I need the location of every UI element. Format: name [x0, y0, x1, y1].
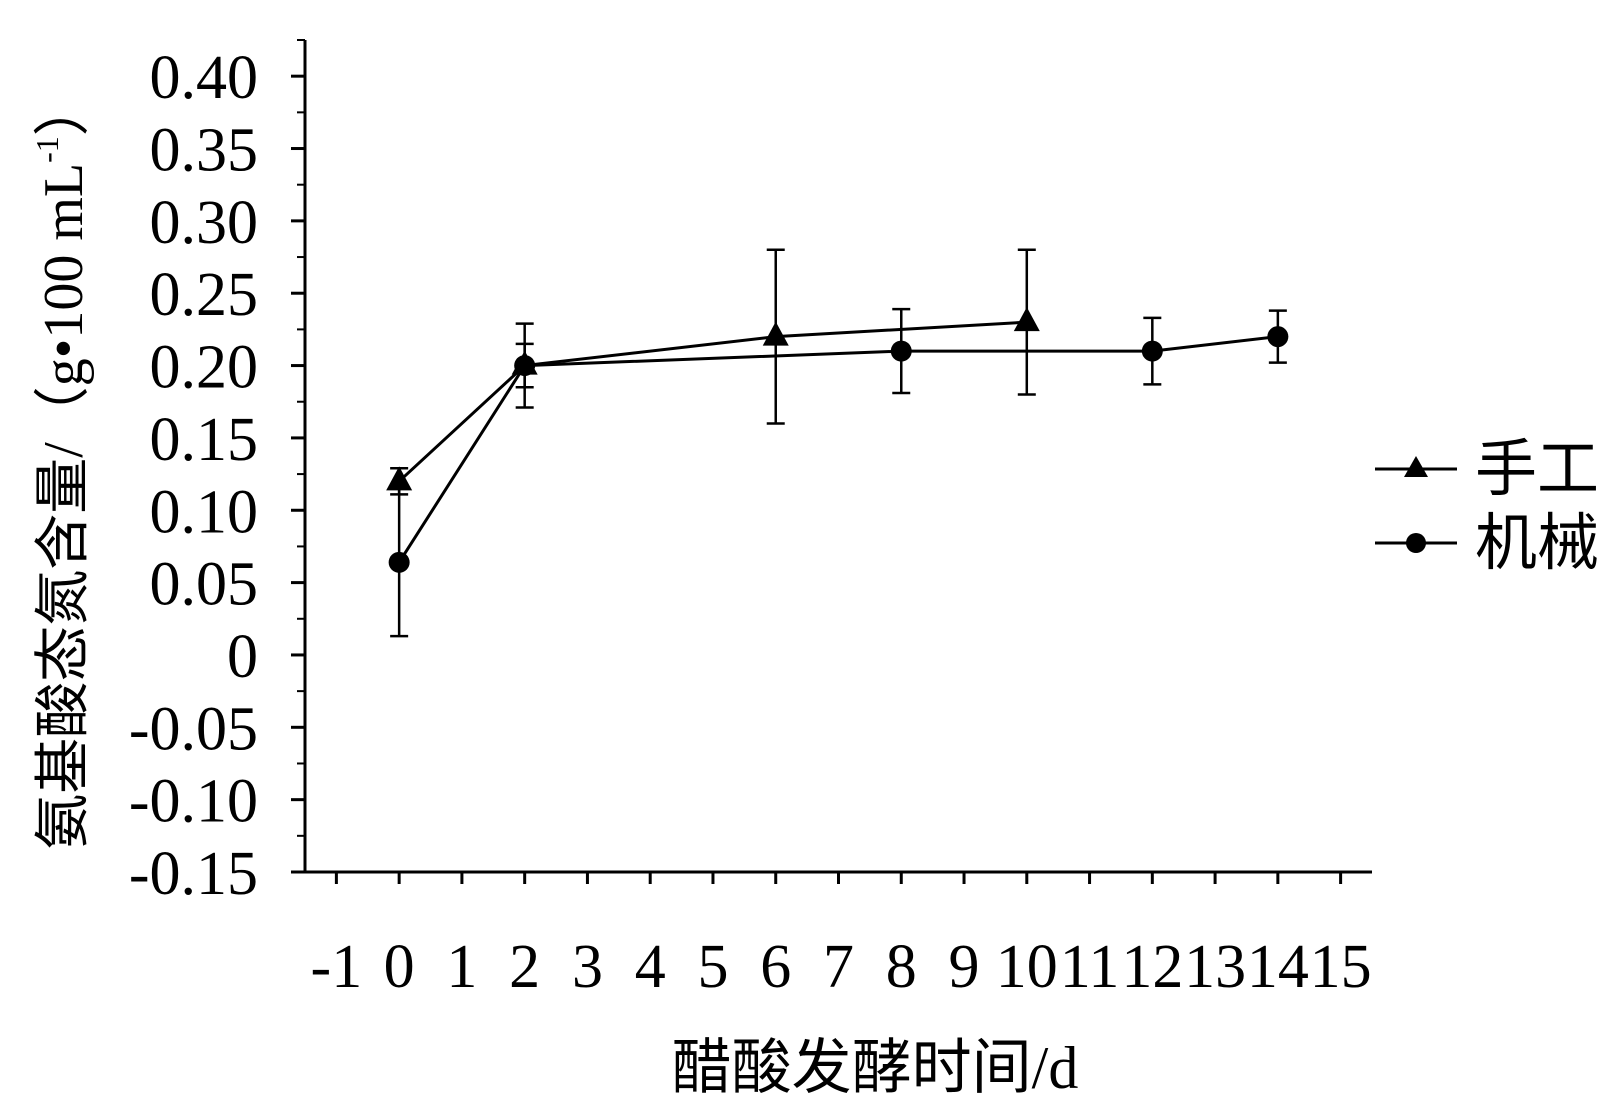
y-tick-label: 0 — [227, 623, 258, 691]
legend-circle-marker — [1406, 533, 1426, 553]
x-tick-label: 8 — [886, 933, 917, 1001]
data-point-triangle — [1013, 307, 1040, 332]
legend-item-1: 机械 — [1375, 510, 1599, 578]
data-point-circle — [388, 551, 410, 573]
legend-label-0: 手工 — [1475, 436, 1599, 504]
x-tick-label: 1 — [446, 933, 477, 1001]
y-tick-label: -0.15 — [129, 840, 258, 908]
legend-label-1: 机械 — [1475, 510, 1599, 578]
x-axis-ticks: -1 0 1 2 3 4 5 6 7 8 9 10 11 12 13 14 15 — [311, 872, 1372, 1001]
data-point-circle — [1267, 326, 1289, 348]
data-point-triangle — [762, 321, 789, 346]
series-1 — [388, 307, 1289, 638]
y-axis-label-main: 氨基酸态氮含量/（g•100 mL — [33, 163, 95, 850]
y-tick-label: 0.30 — [150, 189, 259, 257]
series-0 — [386, 248, 1040, 496]
x-tick-label: 13 — [1184, 933, 1246, 1001]
x-tick-label: 9 — [949, 933, 980, 1001]
x-tick-label: 6 — [760, 933, 791, 1001]
y-tick-label: -0.10 — [129, 768, 258, 836]
axes — [303, 40, 1372, 874]
y-tick-label: 0.25 — [150, 261, 259, 329]
legend-triangle-marker — [1404, 456, 1428, 477]
legend: 手工 机械 — [1375, 436, 1599, 578]
x-tick-label: 0 — [384, 933, 415, 1001]
x-axis-label: 醋酸发酵时间/d — [672, 1035, 1079, 1101]
data-point-circle — [514, 355, 536, 377]
y-axis-label-sup: -1 — [29, 136, 65, 163]
x-tick-label: 3 — [572, 933, 603, 1001]
y-axis-label-close: ） — [33, 80, 95, 136]
data-point-circle — [890, 340, 912, 362]
series-layer — [386, 248, 1289, 638]
data-point-triangle — [386, 466, 413, 491]
x-tick-label: 7 — [823, 933, 854, 1001]
y-tick-label: 0.20 — [150, 334, 259, 402]
y-tick-label: 0.35 — [150, 117, 259, 185]
x-tick-label: 4 — [635, 933, 666, 1001]
x-tick-label: 5 — [697, 933, 728, 1001]
x-tick-label: 10 — [996, 933, 1058, 1001]
series-line — [398, 320, 1027, 483]
y-tick-label: -0.05 — [129, 695, 258, 763]
y-axis-label: 氨基酸态氮含量/（g•100 mL-1） — [29, 80, 95, 850]
x-tick-label: 15 — [1310, 933, 1372, 1001]
x-tick-label: 11 — [1060, 933, 1120, 1001]
x-tick-label: 14 — [1247, 933, 1309, 1001]
y-tick-label: 0.05 — [150, 551, 259, 619]
legend-item-0: 手工 — [1375, 436, 1599, 504]
y-axis-ticks: 0.400.350.300.250.200.150.100.050-0.05-0… — [129, 39, 305, 908]
y-tick-label: 0.15 — [150, 406, 259, 474]
x-tick-label: -1 — [311, 933, 363, 1001]
y-tick-label: 0.10 — [150, 478, 259, 546]
data-point-circle — [1141, 340, 1163, 362]
x-tick-label: 12 — [1121, 933, 1183, 1001]
y-tick-label: 0.40 — [150, 44, 259, 112]
x-tick-label: 2 — [509, 933, 540, 1001]
